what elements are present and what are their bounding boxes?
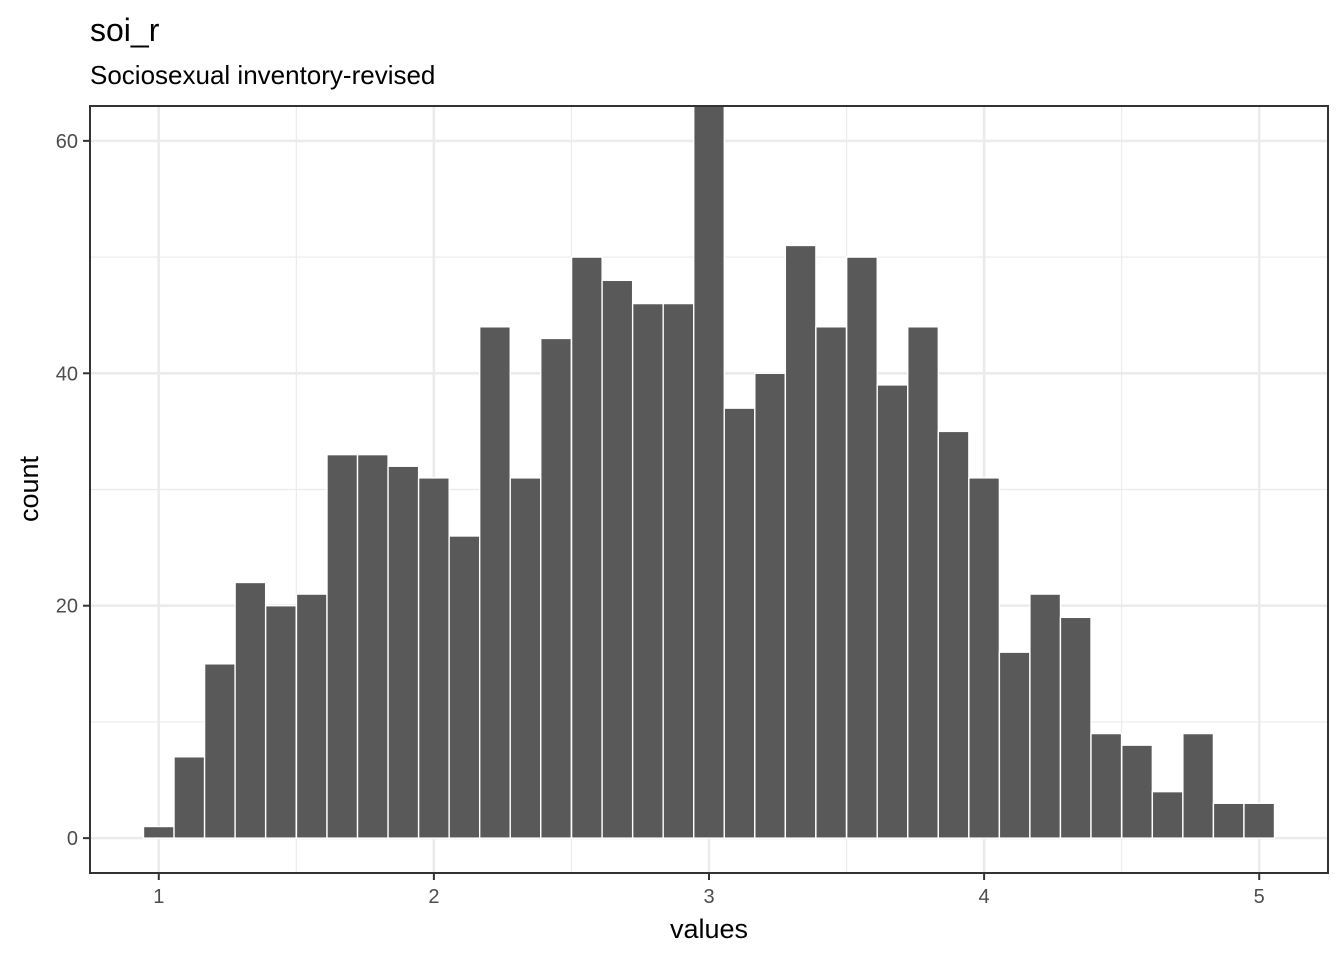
histogram-bar <box>142 825 175 839</box>
histogram-bar <box>784 244 817 839</box>
histogram-bar <box>570 256 603 839</box>
histogram-bar <box>478 326 511 839</box>
x-tick-label: 5 <box>1254 886 1265 908</box>
histogram-bar <box>387 465 420 839</box>
histogram-bar <box>356 453 389 839</box>
histogram-bar <box>1029 593 1062 839</box>
y-tick-label: 20 <box>56 596 78 618</box>
x-tick-label: 3 <box>703 886 714 908</box>
x-tick-label: 2 <box>428 886 439 908</box>
histogram-bar <box>417 477 450 839</box>
histogram-bar <box>693 105 725 839</box>
histogram-bar <box>509 477 542 839</box>
histogram-bar <box>1121 744 1154 839</box>
histogram-bar <box>631 302 664 839</box>
chart-title: soi_r <box>90 12 160 48</box>
histogram-bar <box>907 326 940 839</box>
histogram-bar <box>937 430 970 839</box>
histogram-bar <box>1151 790 1184 839</box>
histogram-bar <box>295 593 328 839</box>
histogram-bars <box>142 105 1276 839</box>
histogram-bar <box>540 337 573 839</box>
histogram-bar <box>845 256 878 839</box>
x-axis-ticks: 1 2 3 4 5 <box>153 873 1265 908</box>
y-tick-label: 40 <box>56 363 78 385</box>
histogram-bar <box>1182 732 1215 839</box>
x-tick-label: 1 <box>153 886 164 908</box>
histogram-bar <box>1090 732 1123 839</box>
histogram-bar <box>723 407 756 839</box>
histogram-bar <box>1059 616 1092 839</box>
y-tick-label: 60 <box>56 131 78 153</box>
histogram-bar <box>264 605 297 839</box>
y-axis-ticks: 0 20 40 60 <box>56 131 90 850</box>
histogram-bar <box>203 663 236 839</box>
histogram-bar <box>601 279 634 839</box>
histogram-bar <box>754 372 787 839</box>
histogram-bar <box>448 535 481 839</box>
histogram-bar <box>173 756 206 839</box>
histogram-bar <box>1212 802 1245 839</box>
x-tick-label: 4 <box>979 886 990 908</box>
histogram-bar <box>968 477 1001 839</box>
x-axis-title: values <box>670 914 748 944</box>
histogram-bar <box>326 453 359 839</box>
chart-subtitle: Sociosexual inventory-revised <box>90 60 435 90</box>
y-tick-label: 0 <box>67 828 78 850</box>
histogram-bar <box>998 651 1031 839</box>
histogram-bar <box>662 302 695 839</box>
histogram-bar <box>1243 802 1276 839</box>
histogram-bar <box>876 384 909 839</box>
histogram-bar <box>815 326 848 839</box>
histogram-bar <box>234 581 267 839</box>
y-axis-title: count <box>14 455 44 522</box>
